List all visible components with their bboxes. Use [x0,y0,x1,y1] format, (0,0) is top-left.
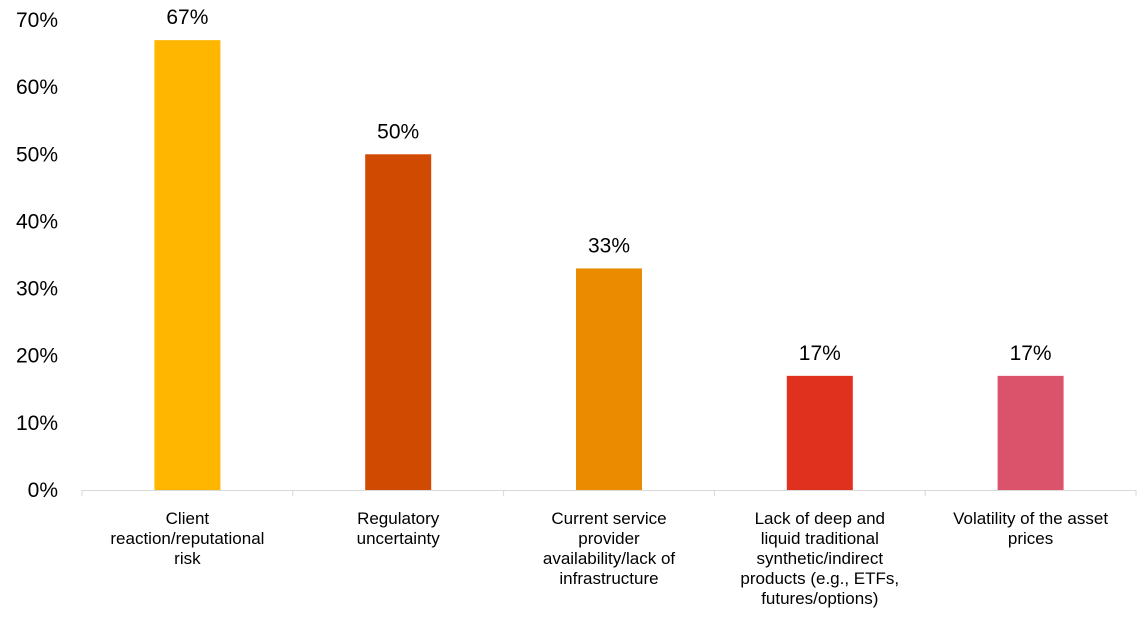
category-labels: Client reaction/reputational risk Regulator… [110,509,1108,608]
y-tick-label: 60% [16,76,58,99]
bar [786,375,853,490]
bar [365,154,432,491]
y-tick-label: 30% [16,278,58,301]
y-tick-label: 50% [16,143,58,166]
data-label: 17% [1010,342,1052,365]
bars [154,40,1064,491]
y-tick-label: 20% [16,345,58,368]
data-label: 17% [799,342,841,365]
bar [576,268,642,490]
category-label: Regulatory uncertainty [357,509,441,548]
y-tick-label: 0% [28,479,58,502]
y-tick-label: 40% [16,210,58,233]
bar [154,40,221,491]
category-label: Client reaction/reputational risk [110,509,264,568]
data-label: 50% [377,120,419,143]
category-label: Lack of deep and liquid traditional synthe… [740,509,899,608]
bar [997,375,1064,490]
y-axis-ticks: 0% 10% 20% 30% 40% 50% 60% 70% [16,9,1137,502]
y-tick-label: 10% [16,412,58,435]
data-label: 67% [166,6,208,29]
y-tick-label: 70% [16,9,58,32]
data-labels: 67% 50% 33% 17% 17% [166,6,1051,365]
category-label: Current service provider availability/lack… [543,509,676,588]
data-label: 33% [588,234,630,257]
category-label: Volatility of the asset prices [953,509,1108,548]
